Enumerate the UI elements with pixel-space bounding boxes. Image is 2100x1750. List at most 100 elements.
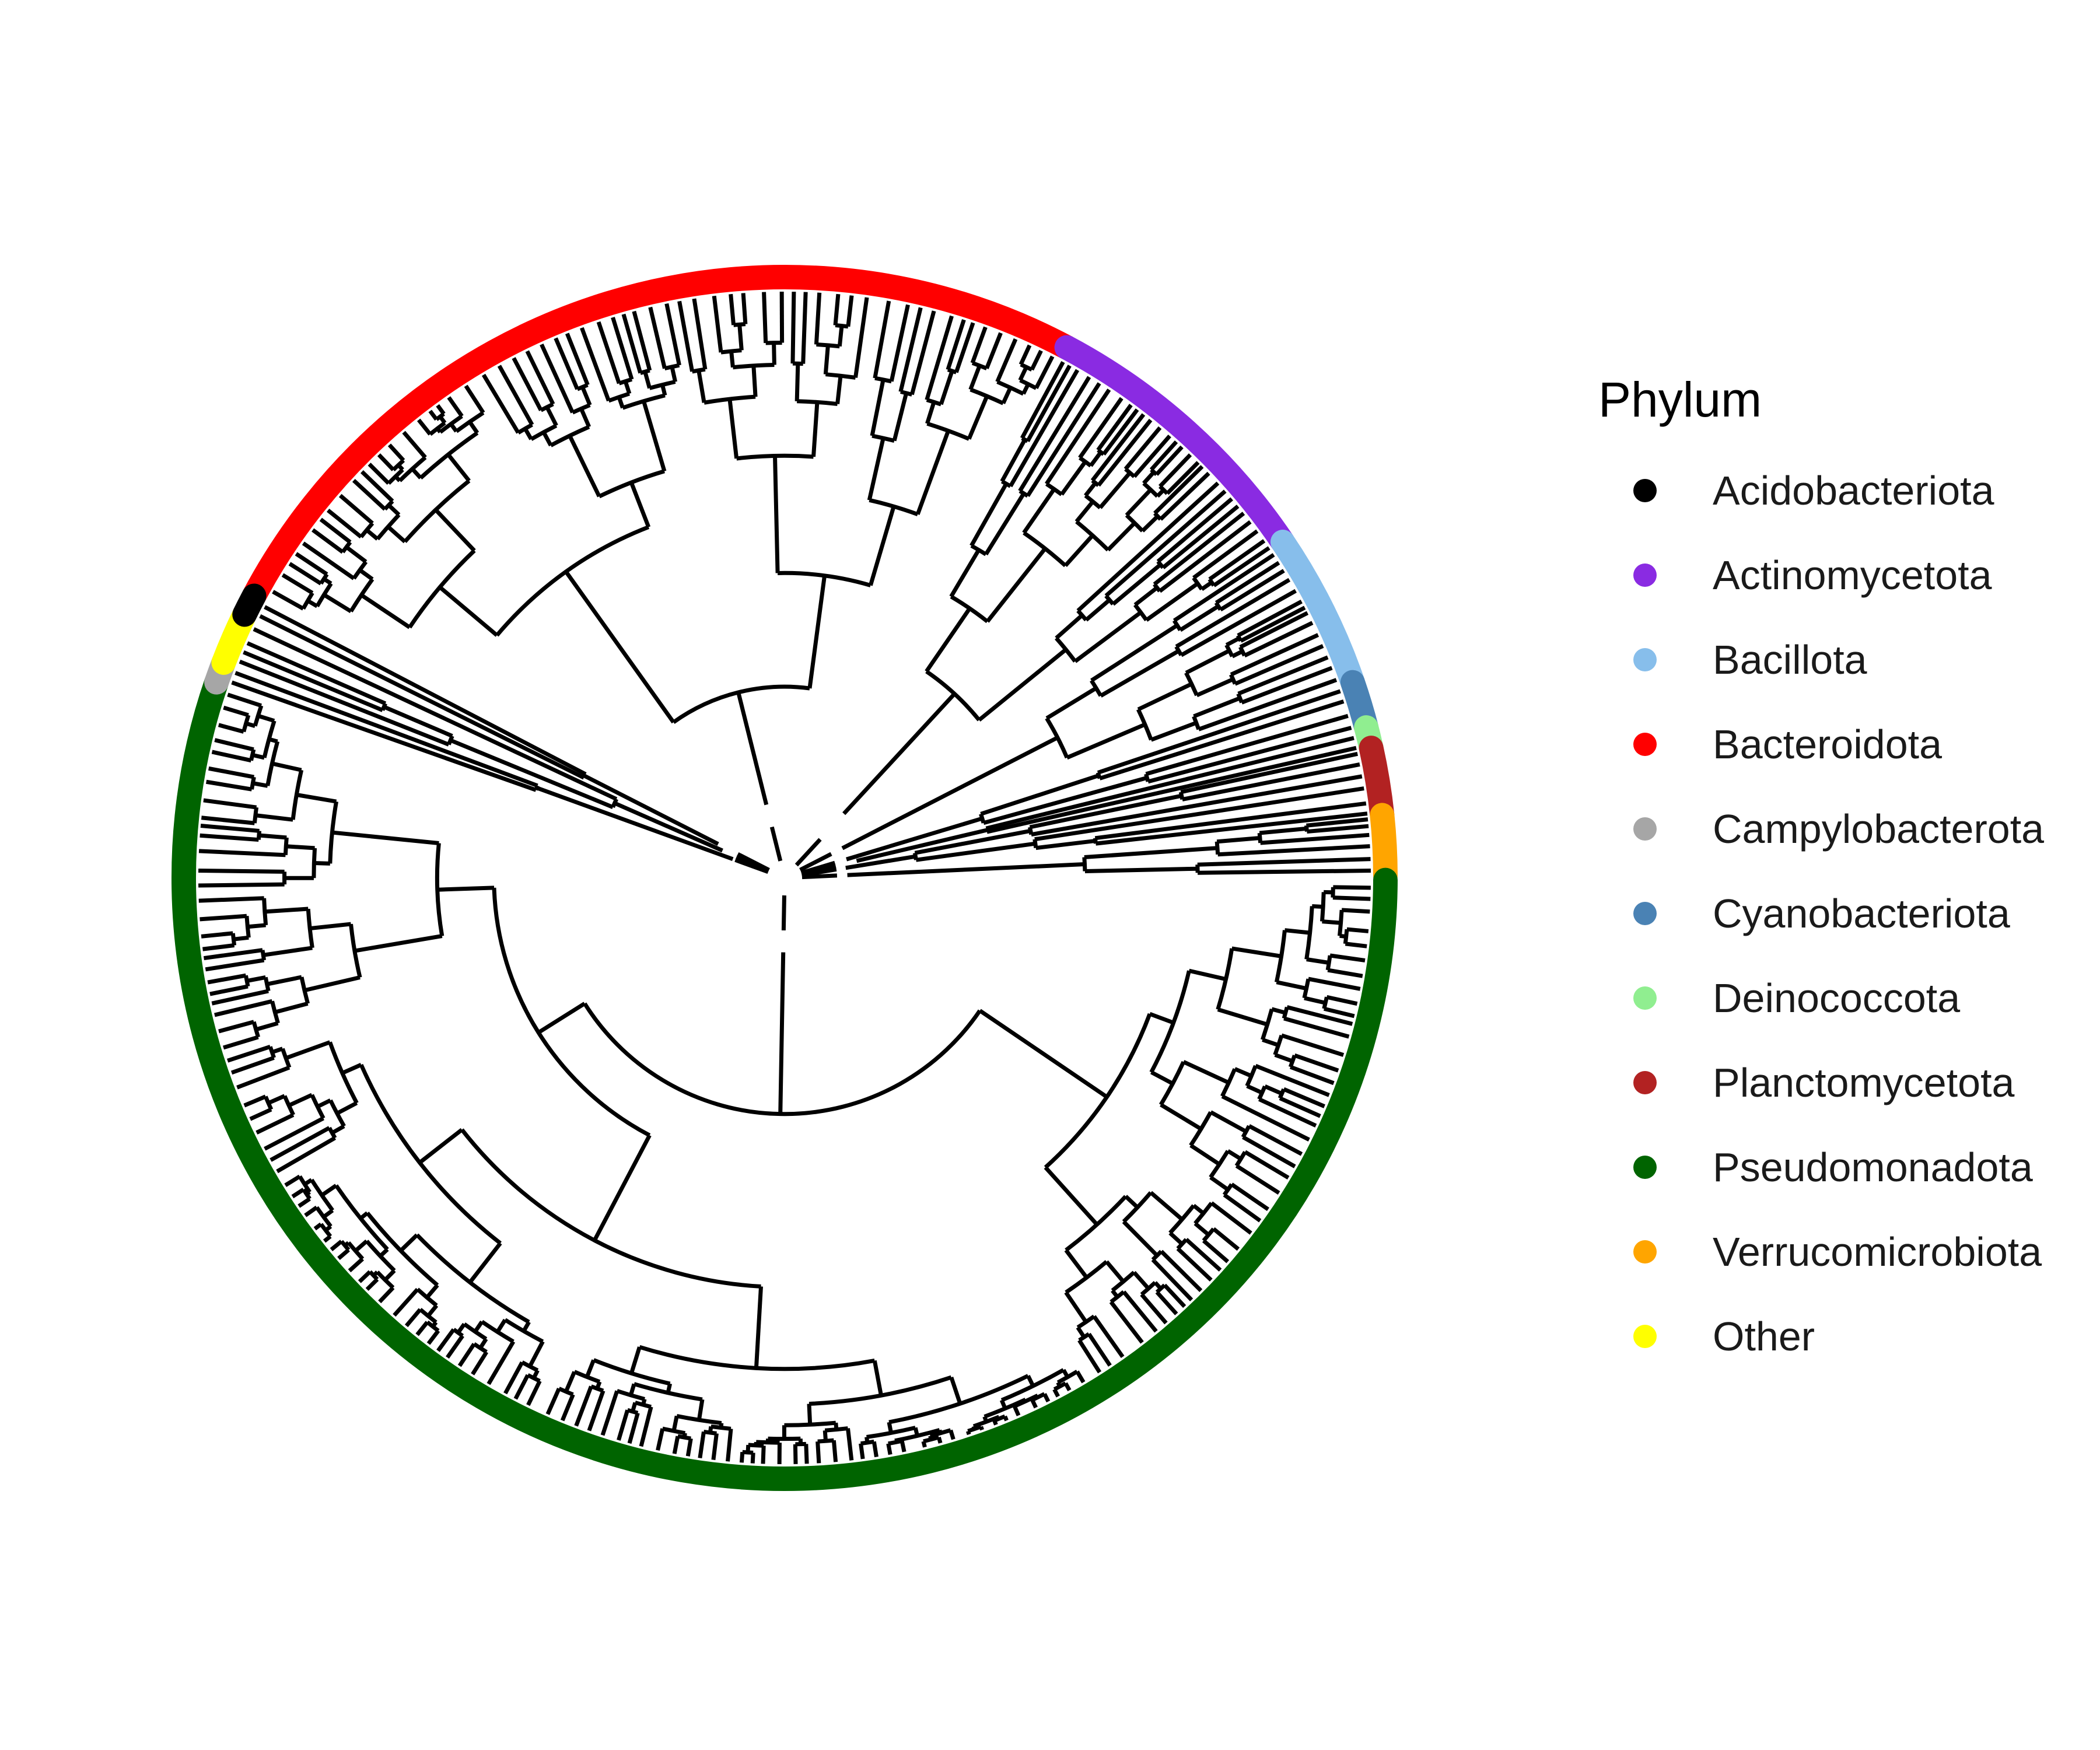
tree-branch [1209, 1175, 1230, 1192]
tree-branch [835, 375, 843, 404]
tree-branch [1182, 1060, 1230, 1085]
tree-branch [1255, 1063, 1330, 1097]
tree-branch [262, 898, 268, 926]
tree-branch [970, 387, 1005, 405]
legend-label: Actinomycetota [1713, 552, 1992, 598]
tree-branch [207, 973, 247, 985]
tree-branch [1111, 563, 1162, 606]
tree-branch [272, 590, 304, 611]
tree-branch [1009, 369, 1080, 488]
ring-segment-verrucomicrobiota [1370, 803, 1398, 888]
tree-branch [1241, 666, 1333, 705]
tree-branch [1145, 582, 1199, 622]
tree-branch [391, 459, 405, 471]
tree-branch [349, 923, 362, 978]
tree-branch [336, 1101, 358, 1115]
tree-branch [464, 384, 485, 414]
tree-branch [616, 1389, 645, 1401]
legend: Phylum Acidobacteriota Actinomycetota Ba… [1598, 368, 2077, 1378]
tree-branch [1346, 927, 1369, 933]
tree-branch [970, 326, 988, 364]
tree-branch [415, 1233, 530, 1324]
tree-branch [1325, 955, 1332, 971]
tree-branch [634, 1382, 703, 1402]
tree-branch [1076, 1314, 1096, 1329]
legend-item-pseudomonadota: Pseudomonadota [1598, 1125, 2077, 1209]
tree-branch [1035, 838, 1096, 850]
tree-branch [671, 1415, 679, 1432]
tree-branch [1000, 1368, 1065, 1402]
tree-branch [808, 1375, 952, 1406]
tree-branch [773, 456, 780, 573]
tree-branch [729, 351, 735, 368]
phylum-ring [172, 264, 1398, 1491]
tree-branch [416, 418, 432, 436]
tree-branch [1235, 1164, 1280, 1195]
tree-branch [662, 1426, 686, 1436]
tree-branch [1329, 953, 1366, 963]
tree-branch [1045, 717, 1069, 759]
tree-branch [337, 1248, 350, 1260]
tree-branch [1066, 722, 1146, 760]
tree-branch [1098, 471, 1132, 509]
tree-branch [259, 614, 585, 780]
tree-branch [365, 1240, 396, 1272]
tree-branch [408, 549, 476, 629]
tree-branch [243, 650, 384, 712]
tree-branch [1189, 1143, 1221, 1166]
tree-branch [583, 774, 719, 846]
tree-branch [1304, 906, 1314, 960]
legend-label: Acidobacteriota [1713, 467, 1994, 513]
tree-branch [967, 1424, 982, 1433]
tree-branch [377, 453, 395, 471]
tree-branch [1323, 1006, 1355, 1019]
tree-branch [550, 425, 590, 447]
tree-branch [1076, 481, 1220, 612]
tree-branch [837, 326, 844, 347]
tree-branch [312, 528, 344, 554]
tree-branch [736, 692, 769, 806]
legend-swatch [1633, 817, 1657, 841]
tree-branch [733, 362, 775, 370]
tree-branch [495, 525, 650, 637]
tree-branch [1279, 1096, 1321, 1118]
tree-branch [970, 544, 987, 556]
tree-branch [198, 882, 285, 888]
legend-swatch [1633, 986, 1657, 1010]
tree-branch [711, 1433, 719, 1460]
tree-branch [223, 705, 249, 718]
tree-branch [1304, 996, 1326, 1005]
tree-branch [664, 303, 681, 366]
tree-branch [223, 1035, 259, 1050]
tree-branch [354, 1239, 369, 1252]
tree-branch [947, 368, 957, 374]
tree-branch [331, 1124, 345, 1135]
tree-branch [565, 332, 590, 386]
ring-segment-bacteroidota [242, 264, 1079, 608]
tree-branch [231, 680, 537, 792]
tree-branch [1099, 699, 1345, 780]
tree-branch [790, 292, 796, 364]
tree-branch [972, 1415, 1000, 1429]
tree-branch [1176, 1238, 1188, 1250]
legend-swatch [1633, 1070, 1657, 1094]
tree-branch [772, 342, 776, 365]
legend-swatch [1633, 648, 1657, 671]
tree-branch [794, 363, 800, 401]
legend-label: Other [1713, 1313, 1815, 1359]
legend-item-campylobacterota: Campylobacterota [1598, 786, 2077, 871]
tree-branch [487, 1340, 516, 1385]
tree-branch [811, 402, 820, 457]
tree-branch [1044, 1166, 1099, 1226]
tree-branch [1133, 586, 1158, 607]
tree-branch [847, 862, 1085, 877]
tree-branch [1212, 1227, 1240, 1251]
tree-branch [1150, 1070, 1174, 1086]
tree-branch [306, 908, 314, 949]
tree-branch [198, 869, 285, 874]
tree-branch [872, 1441, 878, 1458]
tree-branch [1257, 1085, 1267, 1100]
tree-branch [281, 1048, 292, 1069]
tree-branch [309, 922, 351, 931]
tree-branch [521, 1360, 539, 1373]
